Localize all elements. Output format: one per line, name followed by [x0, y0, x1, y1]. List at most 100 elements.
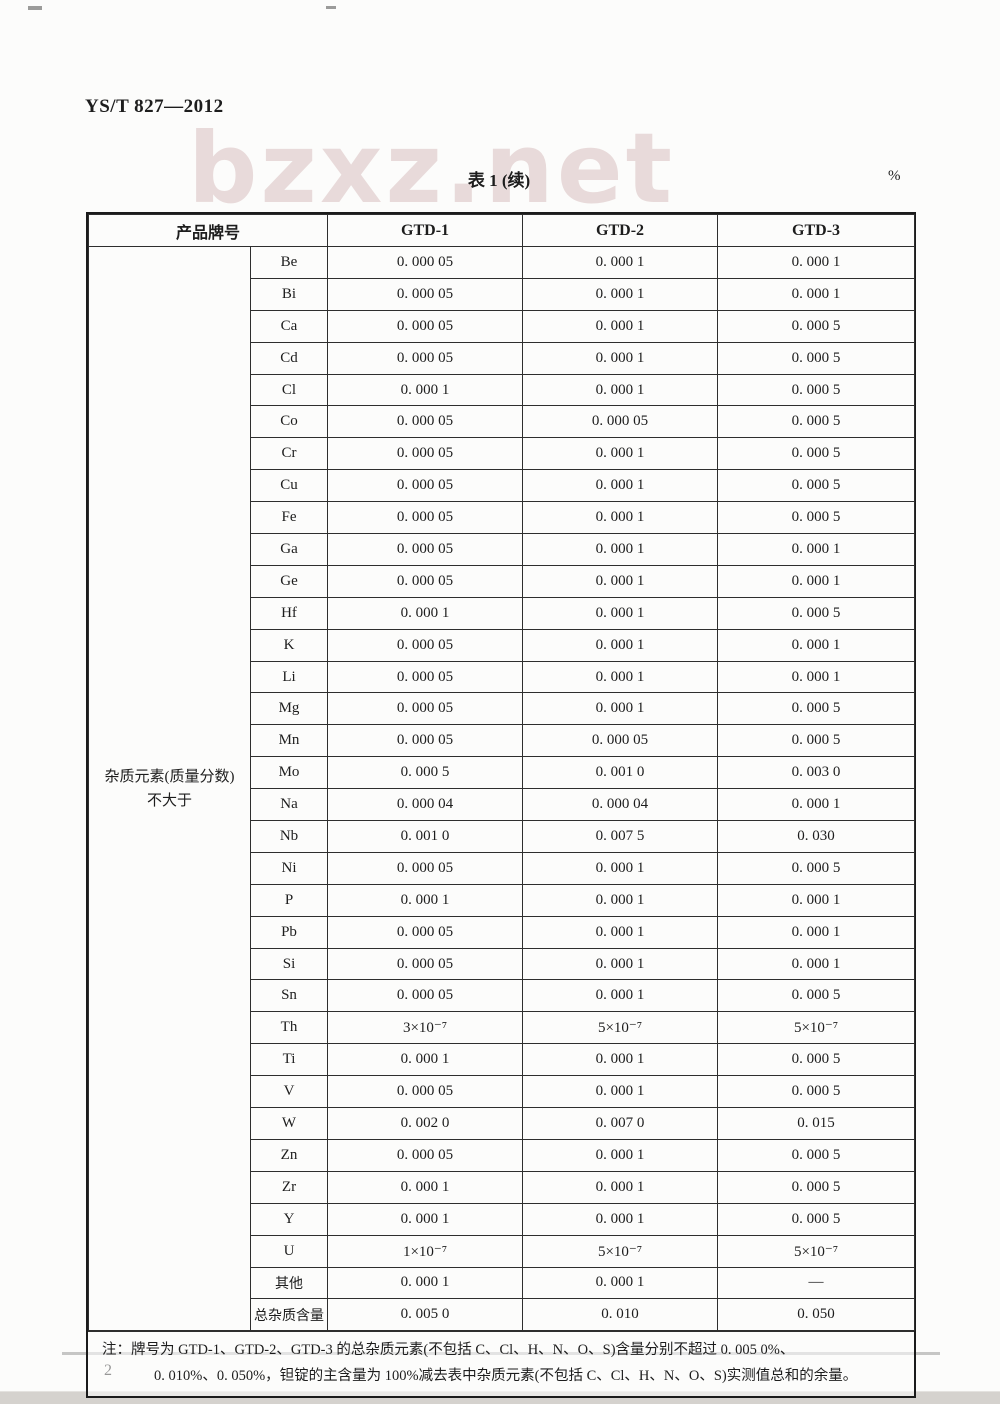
gtd2-value: 5×10⁻⁷: [522, 1234, 719, 1268]
gtd2-value: 0. 000 1: [522, 501, 719, 535]
element-symbol: Na: [249, 788, 329, 822]
element-symbol: Fe: [249, 501, 329, 535]
gtd1-value: 0. 000 05: [327, 564, 524, 598]
gtd3-value: 0. 000 1: [717, 947, 916, 981]
gtd2-value: 0. 001 0: [522, 756, 719, 790]
gtd3-value: 0. 000 5: [717, 341, 916, 375]
gtd1-value: 0. 000 05: [327, 341, 524, 375]
gtd2-value: 0. 000 1: [522, 883, 719, 917]
table-row: Mn 0. 000 05 0. 000 05 0. 000 5: [89, 724, 916, 758]
element-symbol: Y: [249, 1202, 329, 1236]
element-symbol: Th: [249, 1011, 329, 1045]
gtd1-value: 1×10⁻⁷: [327, 1234, 524, 1268]
gtd3-value: 0. 000 5: [717, 437, 916, 471]
gtd1-value: 0. 000 05: [327, 405, 524, 439]
gtd2-value: 0. 000 1: [522, 533, 719, 566]
table-row: W 0. 002 0 0. 007 0 0. 015: [89, 1107, 916, 1140]
gtd1-value: 0. 000 1: [327, 1202, 524, 1236]
gtd2-value: 0. 000 1: [522, 1043, 719, 1077]
gtd2-value: 0. 000 1: [522, 1266, 719, 1300]
table-row: Li 0. 000 05 0. 000 1 0. 000 1: [89, 660, 916, 694]
gtd3-value: 0. 000 5: [717, 405, 916, 439]
gtd2-value: 0. 000 1: [522, 979, 719, 1013]
gtd1-value: 0. 000 05: [327, 533, 524, 566]
gtd2-value: 0. 000 04: [522, 788, 719, 822]
table-header-row: 产品牌号 GTD-1 GTD-2 GTD-3: [87, 214, 916, 247]
element-symbol: Ge: [249, 564, 329, 598]
gtd1-value: 0. 000 05: [327, 915, 524, 949]
grade-header-gtd2: GTD-2: [522, 214, 719, 247]
gtd1-value: 0. 000 1: [327, 1266, 524, 1300]
element-symbol: K: [249, 628, 329, 662]
gtd3-value: 0. 000 5: [717, 1075, 916, 1109]
gtd1-value: 0. 000 05: [327, 309, 524, 343]
gtd3-value: 0. 000 5: [717, 724, 916, 758]
gtd3-value: 0. 000 5: [717, 1138, 916, 1172]
gtd2-value: 0. 000 1: [522, 469, 719, 503]
element-symbol: Zr: [249, 1170, 329, 1204]
element-symbol: Ca: [249, 309, 329, 343]
gtd3-value: 0. 000 5: [717, 469, 916, 503]
gtd2-value: 0. 000 1: [522, 596, 719, 630]
scan-artifact: [28, 6, 42, 10]
element-symbol: Nb: [249, 820, 329, 853]
table-body: 杂质元素(质量分数) 不大于 Be 0. 000 05 0. 000 1 0. 0…: [88, 245, 916, 1332]
table-row: U 1×10⁻⁷ 5×10⁻⁷ 5×10⁻⁷: [89, 1234, 916, 1268]
gtd2-value: 0. 000 1: [522, 660, 719, 694]
group-label-line1: 杂质元素(质量分数): [104, 768, 235, 785]
table-row: 总杂质含量 0. 005 0 0. 010 0. 050: [89, 1298, 916, 1332]
table-row: Y 0. 000 1 0. 000 1 0. 000 5: [89, 1202, 916, 1236]
table-row: Zn 0. 000 05 0. 000 1 0. 000 5: [89, 1138, 916, 1172]
gtd1-value: 0. 001 0: [327, 820, 524, 853]
gtd3-value: 0. 000 1: [717, 915, 916, 949]
gtd2-value: 0. 000 1: [522, 277, 719, 311]
gtd3-value: 0. 000 5: [717, 1202, 916, 1236]
gtd3-value: 0. 000 5: [717, 692, 916, 726]
gtd2-value: 0. 000 1: [522, 1075, 719, 1109]
table-row: P 0. 000 1 0. 000 1 0. 000 1: [89, 883, 916, 917]
table-row: Ni 0. 000 05 0. 000 1 0. 000 5: [89, 851, 916, 885]
element-symbol: U: [249, 1234, 329, 1268]
gtd2-value: 0. 000 1: [522, 341, 719, 375]
gtd1-value: 0. 000 05: [327, 277, 524, 311]
gtd2-value: 0. 000 1: [522, 437, 719, 471]
product-grade-header: 产品牌号: [87, 214, 329, 247]
gtd3-value: 0. 015: [717, 1107, 916, 1140]
gtd1-value: 0. 000 05: [327, 628, 524, 662]
gtd1-value: 0. 000 1: [327, 596, 524, 630]
impurity-table: 产品牌号 GTD-1 GTD-2 GTD-3 杂质元素(质量分数) 不大于 Be …: [87, 214, 916, 1332]
gtd1-value: 0. 000 05: [327, 1075, 524, 1109]
gtd3-value: 0. 000 1: [717, 246, 916, 279]
scan-artifact: [326, 6, 336, 9]
gtd2-value: 0. 010: [522, 1298, 719, 1332]
gtd3-value: 0. 003 0: [717, 756, 916, 790]
element-symbol: Ti: [249, 1043, 329, 1077]
gtd3-value: 0. 000 1: [717, 883, 916, 917]
element-symbol: Be: [249, 246, 329, 279]
gtd3-value: 0. 050: [717, 1298, 916, 1332]
element-symbol: Cd: [249, 341, 329, 375]
gtd3-value: 0. 000 1: [717, 277, 916, 311]
gtd3-value: 0. 000 5: [717, 979, 916, 1013]
gtd3-value: 0. 000 5: [717, 1170, 916, 1204]
unit-percent-label: %: [888, 168, 901, 184]
gtd1-value: 3×10⁻⁷: [327, 1011, 524, 1045]
standard-number: YS/T 827—2012: [85, 96, 224, 117]
table-row: 杂质元素(质量分数) 不大于 Be 0. 000 05 0. 000 1 0. 0…: [88, 245, 916, 1332]
element-symbol: Sn: [249, 979, 329, 1013]
element-symbol: Pb: [249, 915, 329, 949]
element-symbol: 其他: [249, 1266, 329, 1300]
gtd1-value: 0. 005 0: [327, 1298, 524, 1332]
element-symbol: Ni: [249, 851, 329, 885]
impurity-table-frame: 产品牌号 GTD-1 GTD-2 GTD-3 杂质元素(质量分数) 不大于 Be …: [86, 212, 916, 1399]
element-symbol: V: [249, 1075, 329, 1109]
gtd1-value: 0. 000 1: [327, 883, 524, 917]
gtd1-value: 0. 000 05: [327, 851, 524, 885]
gtd2-value: 0. 007 0: [522, 1107, 719, 1140]
gtd3-value: 0. 000 1: [717, 533, 916, 566]
gtd2-value: 0. 000 1: [522, 373, 719, 407]
gtd3-value: 0. 000 1: [717, 788, 916, 822]
gtd1-value: 0. 000 05: [327, 246, 524, 279]
gtd3-value: 0. 000 5: [717, 1043, 916, 1077]
element-symbol: Co: [249, 405, 329, 439]
